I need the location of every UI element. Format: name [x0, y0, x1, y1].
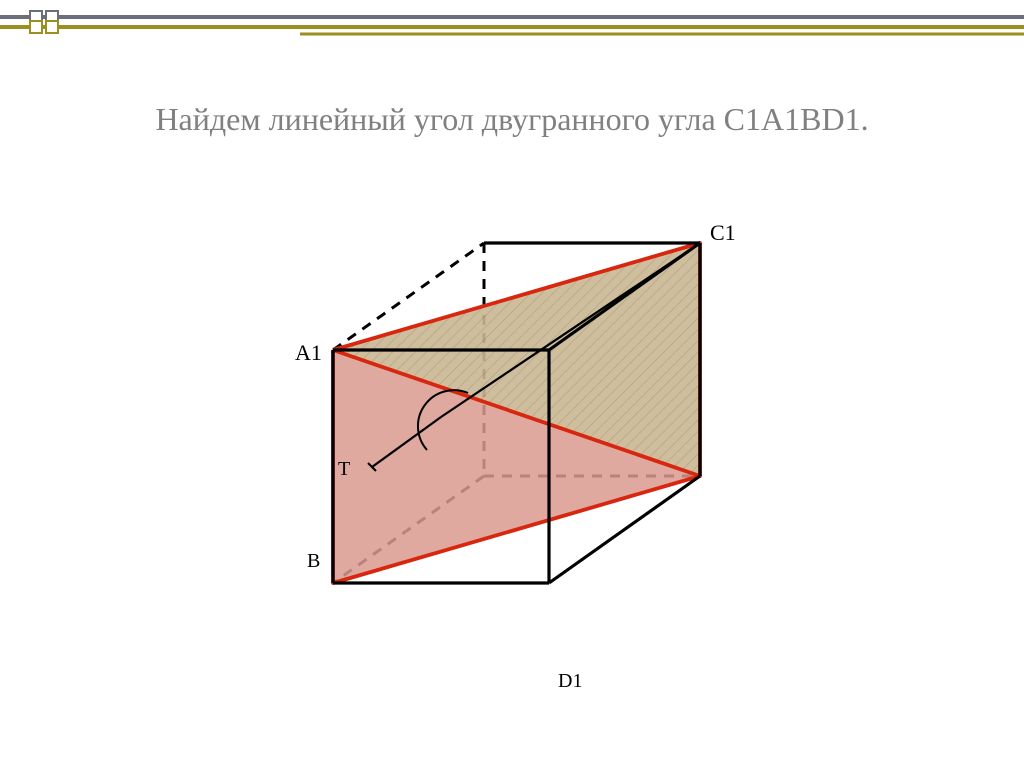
page-title: Найдем линейный угол двугранного угла С1… [0, 98, 1024, 141]
slide: Найдем линейный угол двугранного угла С1… [0, 0, 1024, 767]
label-d1: D1 [558, 670, 582, 693]
cube-diagram [255, 195, 775, 715]
label-c1: C1 [710, 220, 736, 246]
label-b: B [307, 550, 320, 573]
label-t: T [338, 458, 350, 481]
label-a1: A1 [295, 340, 322, 366]
top-bar [0, 0, 1024, 60]
